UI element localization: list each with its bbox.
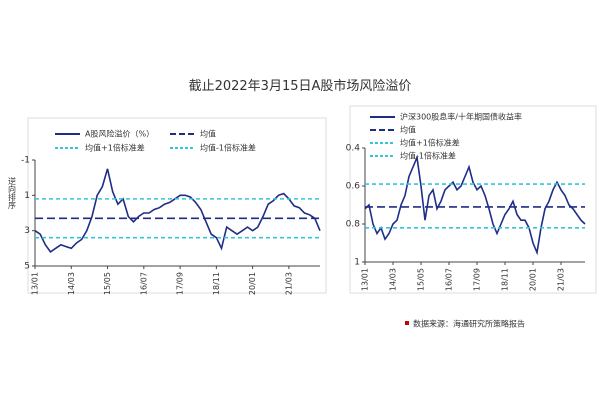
- chart-title: 截止2022年3月15日A股市场风险溢价: [189, 78, 412, 94]
- x-tick-label: 14/03: [389, 268, 398, 291]
- y-tick-label: 0.6: [346, 182, 361, 192]
- x-tick-label: 18/11: [212, 272, 221, 295]
- panel-frame: [27, 117, 327, 294]
- x-tick-label: 20/01: [248, 272, 257, 295]
- x-tick-label: 21/03: [284, 272, 293, 295]
- legend-label: A股风险溢价（%）: [85, 129, 154, 139]
- y-tick-label: 1: [24, 191, 30, 201]
- legend-label: 均值+1倍标准差: [400, 138, 460, 148]
- x-tick-label: 16/07: [445, 268, 454, 291]
- legend-label: 均值-1倍标准差: [400, 151, 456, 161]
- x-tick-label: 15/05: [417, 268, 426, 291]
- x-tick-label: 13/01: [361, 268, 370, 291]
- x-tick-label: 16/07: [139, 272, 148, 295]
- source-note: 数据来源：海通研究所策略报告: [413, 319, 525, 329]
- x-tick-label: 13/01: [31, 272, 40, 295]
- data-line: [364, 154, 586, 256]
- x-tick-label: 18/11: [501, 268, 510, 291]
- y-tick-label: -1: [21, 156, 30, 166]
- y-tick-label: 3: [24, 226, 30, 236]
- legend-label: 沪深300股息率/十年期国债收益率: [400, 112, 522, 122]
- x-tick-label: 17/09: [176, 272, 185, 295]
- x-tick-label: 17/09: [473, 268, 482, 291]
- legend-label: 均值-1倍标准差: [200, 143, 256, 153]
- x-tick-label: 14/03: [67, 272, 76, 295]
- y-tick-label: 5: [24, 262, 30, 272]
- y-tick-label: 0.4: [346, 144, 361, 154]
- y-tick-label: 1: [354, 258, 360, 268]
- x-tick-label: 21/03: [557, 268, 566, 291]
- x-tick-label: 15/05: [103, 272, 112, 295]
- data-line: [34, 168, 321, 254]
- x-tick-label: 20/01: [529, 268, 538, 291]
- y-axis-label: 逆向排序: [8, 176, 17, 210]
- y-tick-label: 0.8: [346, 220, 361, 230]
- legend-label: 均值: [200, 129, 216, 139]
- source-marker: [405, 321, 409, 325]
- legend-label: 均值+1倍标准差: [85, 143, 145, 153]
- legend-label: 均值: [400, 125, 416, 135]
- panel-frame: [349, 105, 597, 294]
